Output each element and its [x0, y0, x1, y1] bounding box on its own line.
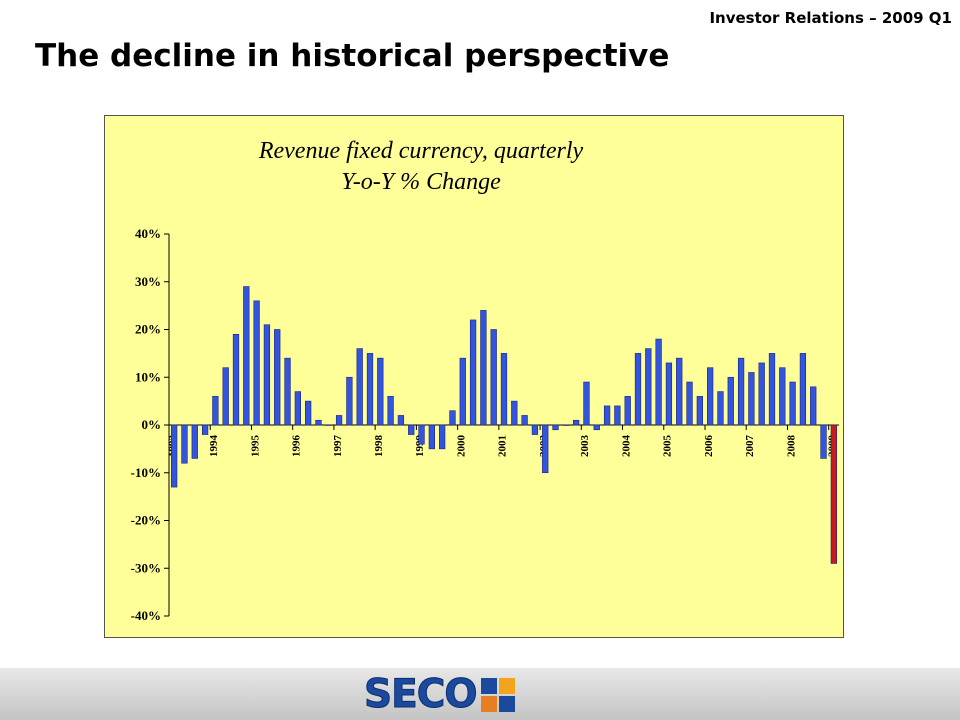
bar	[469, 319, 477, 426]
bar	[789, 381, 796, 426]
x-tick-label: 2005	[662, 435, 674, 458]
bar	[779, 367, 786, 426]
bar	[531, 424, 539, 435]
y-tick-label: 40%	[135, 226, 161, 241]
chart-title: Revenue fixed currency, quarterly	[258, 138, 584, 164]
bar	[408, 424, 415, 435]
x-tick-label: 1997	[332, 435, 344, 458]
bar	[634, 353, 642, 426]
chart-subtitle: Y-o-Y % Change	[341, 169, 501, 195]
bar	[614, 405, 621, 426]
bar	[459, 357, 466, 426]
y-tick-label: -20%	[131, 513, 161, 528]
bar	[490, 329, 497, 426]
bar	[583, 381, 590, 426]
x-tick-label: 1994	[208, 435, 220, 458]
bar	[171, 424, 178, 488]
bar	[294, 391, 301, 426]
bar	[346, 376, 353, 426]
bar	[665, 362, 673, 426]
bar	[439, 424, 446, 450]
bar	[366, 353, 374, 426]
logo-icon	[480, 678, 515, 712]
chart-panel: Revenue fixed currency, quarterly Y-o-Y …	[104, 115, 844, 638]
bar	[315, 419, 322, 426]
x-tick-label: 2006	[703, 435, 715, 458]
bar	[387, 396, 394, 426]
bar	[222, 367, 229, 426]
y-tick-label: 30%	[135, 274, 161, 289]
bar	[212, 396, 219, 426]
bar	[356, 348, 363, 426]
y-tick-label: -40%	[131, 608, 161, 623]
bar	[243, 286, 250, 426]
x-tick-label: 2004	[620, 435, 632, 458]
bar	[624, 396, 631, 426]
y-tick-label: -30%	[131, 560, 161, 575]
y-tick-label: 20%	[135, 322, 161, 337]
bar	[325, 424, 332, 426]
bar	[686, 381, 693, 426]
bar	[274, 329, 281, 426]
bar-highlight	[830, 424, 837, 564]
footer-bar	[0, 668, 960, 720]
x-tick-label: 2007	[744, 435, 756, 458]
bar	[500, 353, 508, 426]
bar	[521, 415, 528, 426]
bar	[232, 333, 240, 426]
bar	[727, 376, 734, 426]
bar	[201, 424, 209, 435]
bar	[717, 391, 724, 426]
bar	[181, 424, 188, 464]
bar	[418, 424, 425, 445]
section-label: Investor Relations – 2009 Q1	[709, 9, 952, 27]
bar	[645, 348, 652, 426]
bar	[480, 310, 487, 426]
bar	[768, 353, 776, 426]
bar	[810, 386, 817, 426]
bar	[655, 338, 662, 426]
bar	[707, 367, 714, 426]
bar	[820, 424, 827, 459]
y-tick-label: 10%	[135, 369, 161, 384]
x-tick-label: 2003	[579, 435, 591, 458]
x-tick-label: 2008	[785, 435, 797, 458]
bar	[758, 362, 765, 426]
bar	[573, 419, 580, 426]
bar	[449, 410, 456, 426]
x-tick-label: 1995	[249, 435, 261, 458]
bar	[603, 405, 611, 426]
y-tick-label: 0%	[142, 417, 162, 432]
plot-area: 40%30%20%10%0%-10%-20%-30%-40%1993199419…	[131, 226, 839, 623]
x-tick-label: 2001	[497, 435, 509, 457]
logo-wordmark: SECO	[364, 672, 479, 717]
bar	[397, 415, 405, 426]
bar	[748, 372, 755, 426]
bar	[737, 357, 745, 426]
bar	[377, 357, 384, 426]
bar	[335, 415, 343, 426]
bar	[542, 424, 549, 474]
revenue-bar-chart: Revenue fixed currency, quarterly Y-o-Y …	[131, 138, 839, 623]
bar	[263, 324, 271, 426]
bar	[284, 357, 291, 426]
seco-logo: SECO	[364, 672, 515, 717]
bar	[799, 353, 807, 426]
bar	[676, 357, 683, 426]
bar	[511, 400, 518, 426]
bar	[191, 424, 198, 459]
bar	[552, 424, 559, 431]
x-tick-label: 1996	[291, 435, 303, 458]
bar	[253, 300, 260, 426]
bar	[696, 396, 703, 426]
bar	[305, 400, 312, 426]
bar	[593, 424, 600, 431]
y-tick-label: -10%	[131, 465, 161, 480]
page-title: The decline in historical perspective	[35, 38, 670, 74]
x-tick-label: 1998	[373, 435, 385, 458]
bar	[428, 424, 435, 450]
bar	[562, 424, 569, 426]
x-tick-label: 2000	[455, 435, 467, 458]
